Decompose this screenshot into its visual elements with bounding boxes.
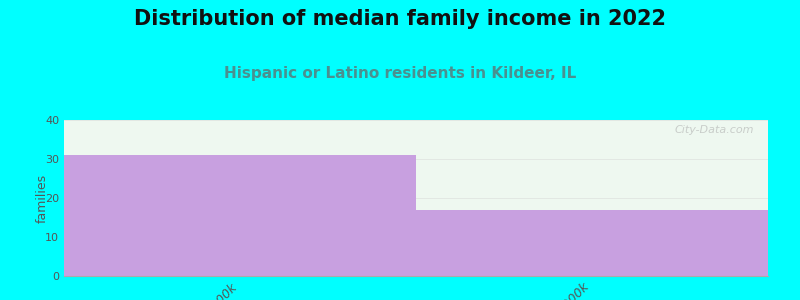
- Text: Distribution of median family income in 2022: Distribution of median family income in …: [134, 9, 666, 29]
- Text: Hispanic or Latino residents in Kildeer, IL: Hispanic or Latino residents in Kildeer,…: [224, 66, 576, 81]
- Text: City-Data.com: City-Data.com: [674, 125, 754, 135]
- Y-axis label: families: families: [36, 173, 49, 223]
- Bar: [416, 210, 768, 276]
- Bar: [64, 155, 416, 276]
